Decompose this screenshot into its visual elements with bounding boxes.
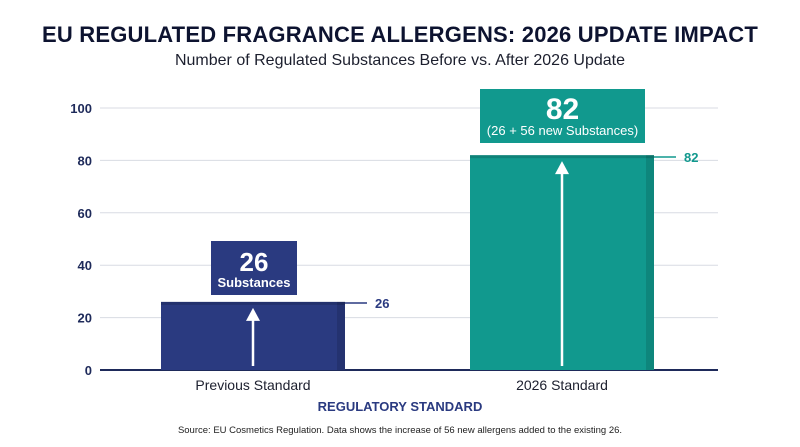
data-label: 26 bbox=[375, 296, 389, 311]
x-tick-label: 2026 Standard bbox=[516, 377, 608, 393]
bar-shade bbox=[646, 155, 654, 370]
source-note: Source: EU Cosmetics Regulation. Data sh… bbox=[177, 425, 623, 436]
y-tick-label: 100 bbox=[70, 101, 92, 116]
bar-arrow-head bbox=[246, 307, 260, 321]
x-tick-label: Previous Standard bbox=[195, 377, 310, 393]
callout-caption: (26 + 56 new Substances) bbox=[487, 123, 638, 138]
y-tick-label: 0 bbox=[85, 363, 92, 378]
bar-shade bbox=[337, 301, 345, 370]
bar-top-edge bbox=[161, 301, 345, 305]
bar-top-edge bbox=[470, 155, 654, 159]
bar-arrow-head bbox=[555, 161, 569, 175]
callout-value: 26 bbox=[240, 247, 269, 277]
data-label: 82 bbox=[684, 150, 698, 165]
y-tick-label: 40 bbox=[78, 258, 92, 273]
chart-title: EU REGULATED FRAGRANCE ALLERGENS: 2026 U… bbox=[41, 22, 759, 47]
y-tick-label: 60 bbox=[78, 206, 92, 221]
y-tick-label: 20 bbox=[78, 311, 92, 326]
callout-box bbox=[211, 241, 297, 295]
chart-subtitle: Number of Regulated Substances Before vs… bbox=[174, 52, 626, 69]
callout-caption: Substances bbox=[218, 275, 291, 290]
x-axis-title: REGULATORY STANDARD bbox=[318, 399, 483, 414]
callout-box bbox=[480, 89, 645, 143]
callout-value: 82 bbox=[546, 93, 579, 126]
y-tick-label: 80 bbox=[78, 153, 92, 168]
